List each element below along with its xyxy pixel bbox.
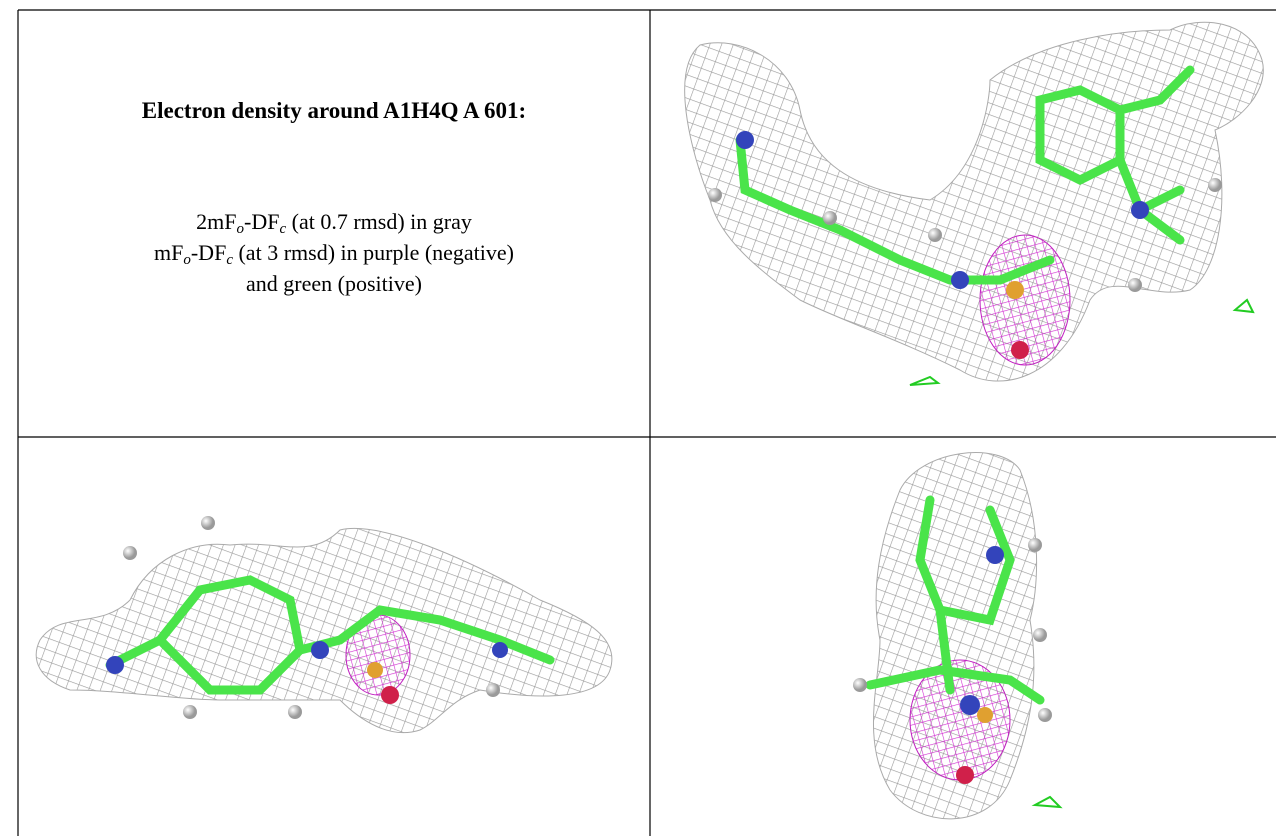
- table-grid: [17, 9, 1276, 836]
- subscript: o: [183, 252, 191, 268]
- density-view-1: [684, 21, 1264, 386]
- legend-title: Electron density around A1H4Q A 601:: [141, 98, 527, 123]
- text-run: (at 0.7 rmsd) in gray: [286, 209, 472, 234]
- legend-line: mFo-DFc (at 3 rmsd) in purple (negative): [18, 237, 650, 268]
- density-view-3: [853, 452, 1063, 820]
- text-run: -DF: [244, 209, 280, 234]
- subscript: o: [236, 221, 245, 237]
- legend-line: 2mFo-DFc (at 0.7 rmsd) in gray: [18, 206, 650, 237]
- text-run: (at 3 rmsd) in purple (negative): [232, 240, 514, 265]
- text-run: -DF: [190, 240, 227, 265]
- text-run: and green (positive): [246, 271, 422, 296]
- text-run: mF: [154, 240, 184, 265]
- legend-line: and green (positive): [18, 268, 650, 299]
- text-run: 2mF: [196, 209, 237, 234]
- subscript: c: [226, 252, 233, 268]
- legend-lines: 2mFo-DFc (at 0.7 rmsd) in gray mFo-DFc (a…: [18, 206, 650, 299]
- density-view-2: [35, 516, 613, 734]
- subscript: c: [279, 221, 287, 237]
- legend-cell: Electron density around A1H4Q A 601: 2mF…: [18, 10, 650, 437]
